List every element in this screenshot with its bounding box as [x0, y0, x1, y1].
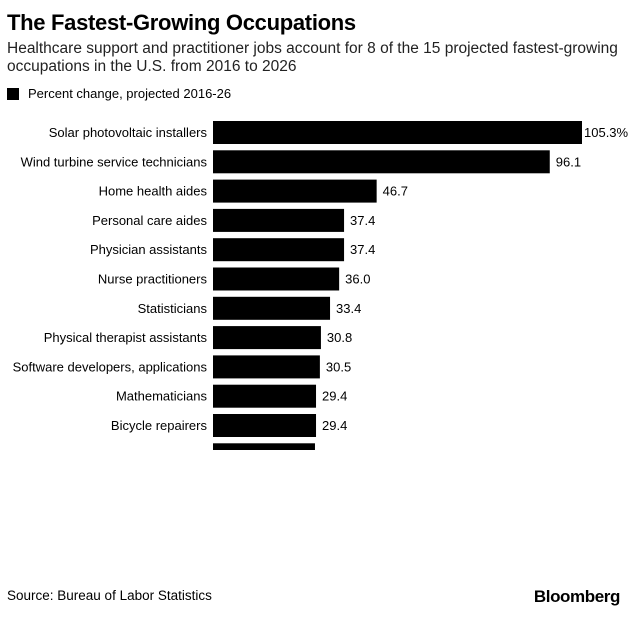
- bar: [213, 179, 377, 203]
- bar: [213, 384, 317, 408]
- category-label: Bicycle repairers: [111, 418, 208, 433]
- bar: [213, 443, 315, 450]
- category-label: Physical therapist assistants: [44, 330, 208, 345]
- chart-subtitle: Healthcare support and practitioner jobs…: [7, 40, 618, 75]
- value-label: 29.4: [322, 389, 347, 404]
- brand-logo: Bloomberg: [533, 587, 621, 606]
- value-label: 29.1: [321, 447, 346, 450]
- legend-swatch: [7, 87, 19, 100]
- value-label: 29.4: [322, 418, 347, 433]
- bar: [213, 267, 340, 291]
- bar: [213, 326, 321, 350]
- value-label: 36.0: [345, 272, 370, 287]
- legend: Percent change, projected 2016-26: [7, 86, 231, 101]
- source-note: Source: Bureau of Labor Statistics: [7, 588, 212, 603]
- value-label: 46.7: [383, 184, 408, 199]
- category-label: Wind turbine service technicians: [21, 154, 208, 169]
- bar: [213, 150, 550, 174]
- bar: [213, 296, 331, 320]
- bar: [213, 238, 345, 262]
- category-label: Mathematicians: [116, 389, 208, 404]
- bar: [213, 208, 345, 232]
- bar-chart: Solar photovoltaic installers 105.3% Wind …: [13, 121, 629, 450]
- value-label: 30.5: [326, 359, 351, 374]
- chart-title: The Fastest-Growing Occupations: [7, 10, 356, 35]
- value-label: 30.8: [327, 330, 352, 345]
- category-label: Solar photovoltaic installers: [49, 125, 208, 140]
- legend-label: Percent change, projected 2016-26: [28, 86, 232, 101]
- value-label: 37.4: [350, 213, 375, 228]
- value-label: 33.4: [336, 301, 361, 316]
- bar: [213, 355, 320, 379]
- bar: [213, 414, 317, 437]
- category-label: Medical assistants: [101, 447, 208, 450]
- bar: [213, 121, 582, 144]
- value-label: 96.1: [556, 154, 581, 169]
- category-label: Personal care aides: [92, 213, 207, 228]
- category-label: Statisticians: [138, 301, 208, 316]
- category-label: Home health aides: [99, 184, 208, 199]
- category-label: Nurse practitioners: [98, 272, 208, 287]
- category-label: Software developers, applications: [13, 359, 208, 374]
- category-label: Physician assistants: [90, 242, 208, 257]
- value-label: 105.3%: [584, 125, 629, 140]
- value-label: 37.4: [350, 242, 375, 257]
